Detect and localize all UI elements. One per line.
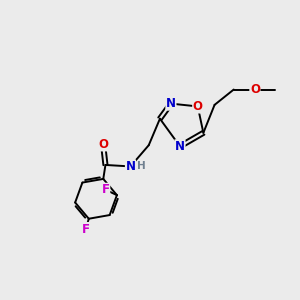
Text: O: O — [250, 83, 260, 96]
Text: N: N — [125, 160, 136, 173]
Text: H: H — [137, 161, 146, 171]
Text: F: F — [102, 183, 110, 196]
Text: F: F — [82, 223, 90, 236]
Text: O: O — [193, 100, 203, 113]
Text: O: O — [98, 138, 108, 151]
Text: N: N — [166, 97, 176, 110]
Text: N: N — [175, 140, 185, 153]
